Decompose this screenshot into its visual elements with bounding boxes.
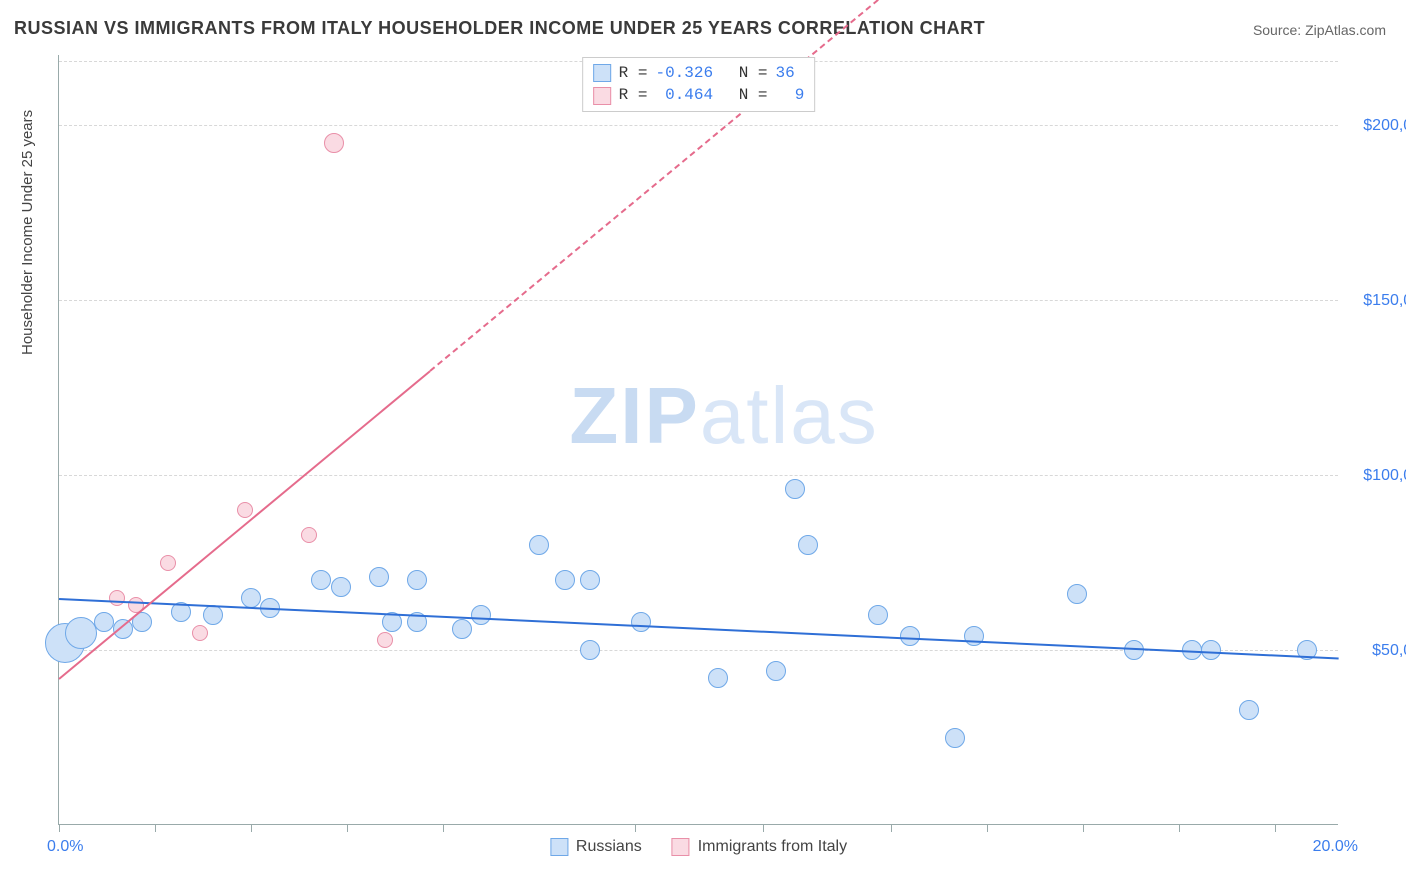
legend-swatch-b	[593, 87, 611, 105]
series-legend: Russians Immigrants from Italy	[550, 838, 847, 856]
x-axis-max-label: 20.0%	[1313, 838, 1358, 856]
x-tick	[891, 824, 892, 832]
source-label: Source: ZipAtlas.com	[1253, 22, 1386, 38]
x-tick	[251, 824, 252, 832]
scatter-point-russian	[580, 640, 600, 660]
y-tick-label: $200,000	[1363, 117, 1406, 135]
legend-row-a: R = -0.326 N = 36	[593, 62, 805, 84]
trendline-italy-dashed	[430, 0, 879, 372]
scatter-point-italy	[377, 632, 393, 648]
legend-r-value-a: -0.326	[655, 62, 713, 84]
scatter-point-russian	[94, 612, 114, 632]
legend-row-b: R = 0.464 N = 9	[593, 84, 805, 106]
x-tick	[635, 824, 636, 832]
legend-r-value-b: 0.464	[655, 84, 713, 106]
legend-label-a: Russians	[576, 838, 642, 856]
scatter-point-russian	[241, 588, 261, 608]
chart-title: RUSSIAN VS IMMIGRANTS FROM ITALY HOUSEHO…	[14, 18, 985, 39]
scatter-point-russian	[785, 479, 805, 499]
scatter-point-russian	[471, 605, 491, 625]
chart-plot-area: ZIPatlas Householder Income Under 25 yea…	[58, 55, 1338, 825]
scatter-point-russian	[766, 661, 786, 681]
x-tick	[443, 824, 444, 832]
x-tick	[59, 824, 60, 832]
legend-bottom-swatch-b	[672, 838, 690, 856]
gridline: $100,000	[59, 475, 1338, 476]
legend-r-label-b: R =	[619, 84, 648, 106]
x-tick	[155, 824, 156, 832]
trendline-italy-solid	[58, 370, 430, 680]
legend-swatch-a	[593, 64, 611, 82]
x-tick	[1179, 824, 1180, 832]
legend-item-a: Russians	[550, 838, 642, 856]
gridline: $150,000	[59, 300, 1338, 301]
correlation-legend: R = -0.326 N = 36 R = 0.464 N = 9	[582, 57, 816, 112]
scatter-point-russian	[311, 570, 331, 590]
scatter-point-russian	[708, 668, 728, 688]
scatter-point-italy	[109, 590, 125, 606]
scatter-point-russian	[529, 535, 549, 555]
x-tick	[347, 824, 348, 832]
y-axis-title: Householder Income Under 25 years	[19, 110, 36, 355]
scatter-point-russian	[580, 570, 600, 590]
x-tick	[987, 824, 988, 832]
scatter-point-russian	[868, 605, 888, 625]
scatter-point-italy	[237, 502, 253, 518]
y-tick-label: $150,000	[1363, 292, 1406, 310]
scatter-point-russian	[65, 617, 97, 649]
legend-n-value-b: 9	[776, 84, 805, 106]
scatter-point-russian	[1239, 700, 1259, 720]
scatter-point-russian	[945, 728, 965, 748]
x-tick	[1275, 824, 1276, 832]
scatter-point-italy	[192, 625, 208, 641]
legend-n-value-a: 36	[776, 62, 795, 84]
scatter-point-russian	[631, 612, 651, 632]
x-tick	[1083, 824, 1084, 832]
x-tick	[763, 824, 764, 832]
scatter-point-italy	[324, 133, 344, 153]
scatter-point-russian	[900, 626, 920, 646]
gridline: $200,000	[59, 125, 1338, 126]
scatter-point-russian	[407, 570, 427, 590]
x-axis-min-label: 0.0%	[47, 838, 83, 856]
y-tick-label: $50,000	[1372, 642, 1406, 660]
legend-label-b: Immigrants from Italy	[698, 838, 847, 856]
scatter-point-russian	[1067, 584, 1087, 604]
watermark: ZIPatlas	[569, 370, 878, 462]
legend-r-label-a: R =	[619, 62, 648, 84]
scatter-point-russian	[452, 619, 472, 639]
scatter-point-italy	[160, 555, 176, 571]
legend-bottom-swatch-a	[550, 838, 568, 856]
watermark-atlas: atlas	[700, 371, 879, 460]
watermark-zip: ZIP	[569, 371, 699, 460]
legend-n-label-a: N =	[739, 62, 768, 84]
scatter-point-italy	[301, 527, 317, 543]
scatter-point-russian	[964, 626, 984, 646]
scatter-point-russian	[798, 535, 818, 555]
scatter-point-russian	[369, 567, 389, 587]
legend-item-b: Immigrants from Italy	[672, 838, 847, 856]
scatter-point-russian	[203, 605, 223, 625]
legend-n-label-b: N =	[739, 84, 768, 106]
scatter-point-russian	[331, 577, 351, 597]
scatter-point-russian	[555, 570, 575, 590]
y-tick-label: $100,000	[1363, 467, 1406, 485]
scatter-point-russian	[1201, 640, 1221, 660]
